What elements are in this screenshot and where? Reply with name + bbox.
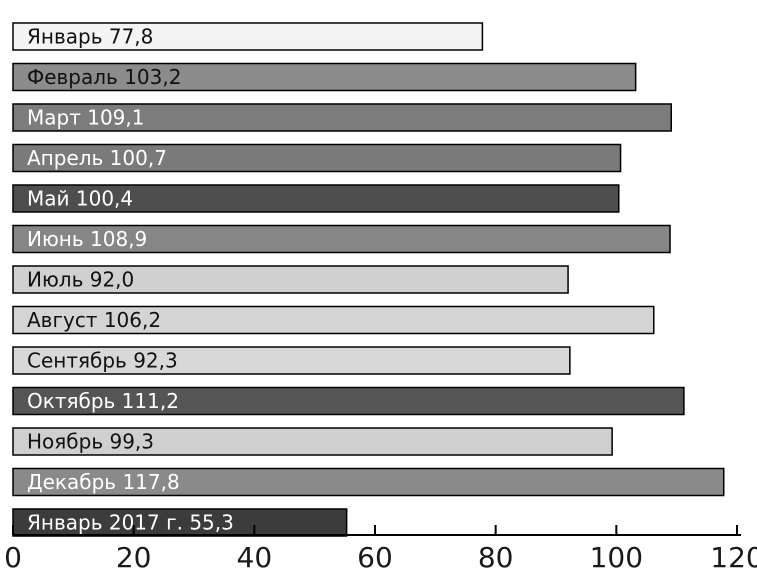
bar-label: Август 106,2: [27, 308, 161, 332]
x-tick-label: 120: [710, 541, 757, 574]
bar-label: Ноябрь 99,3: [27, 430, 154, 454]
bar-label: Март 109,1: [27, 106, 144, 130]
x-tick-label: 0: [4, 541, 22, 574]
bar-label: Октябрь 111,2: [27, 389, 179, 413]
bar: [12, 265, 569, 294]
bar: [12, 103, 672, 132]
bar-label: Май 100,4: [27, 187, 133, 211]
bar: [12, 62, 637, 92]
bar: [12, 427, 613, 456]
x-tick-label: 80: [478, 541, 514, 574]
bar: [12, 346, 571, 375]
bar-label: Февраль 103,2: [27, 65, 181, 89]
bar-label: Июнь 108,9: [27, 227, 147, 251]
bars-group: Январь 77,8 Февраль 103,2 Март 109,1 Апрель…: [12, 22, 725, 537]
bar: [12, 467, 725, 497]
bar-label: Январь 2017 г. 55,3: [27, 511, 234, 535]
x-tick-label: 20: [116, 541, 152, 574]
bar-label: Апрель 100,7: [27, 146, 167, 170]
bar-label: Январь 77,8: [27, 25, 153, 49]
bar-label: Декабрь 117,8: [27, 470, 180, 494]
bar: [12, 184, 620, 213]
x-axis: 0 20 40 60 80 100 120: [4, 525, 757, 574]
bar: [12, 224, 671, 254]
bar-label: Июль 92,0: [27, 268, 134, 292]
bar: [12, 143, 622, 173]
bar-label: Сентябрь 92,3: [27, 349, 178, 373]
x-tick-label: 60: [357, 541, 393, 574]
bar: [12, 22, 484, 51]
bar: [12, 305, 655, 335]
bar: [12, 386, 685, 416]
x-tick-label: 40: [237, 541, 273, 574]
x-tick-label: 100: [590, 541, 643, 574]
